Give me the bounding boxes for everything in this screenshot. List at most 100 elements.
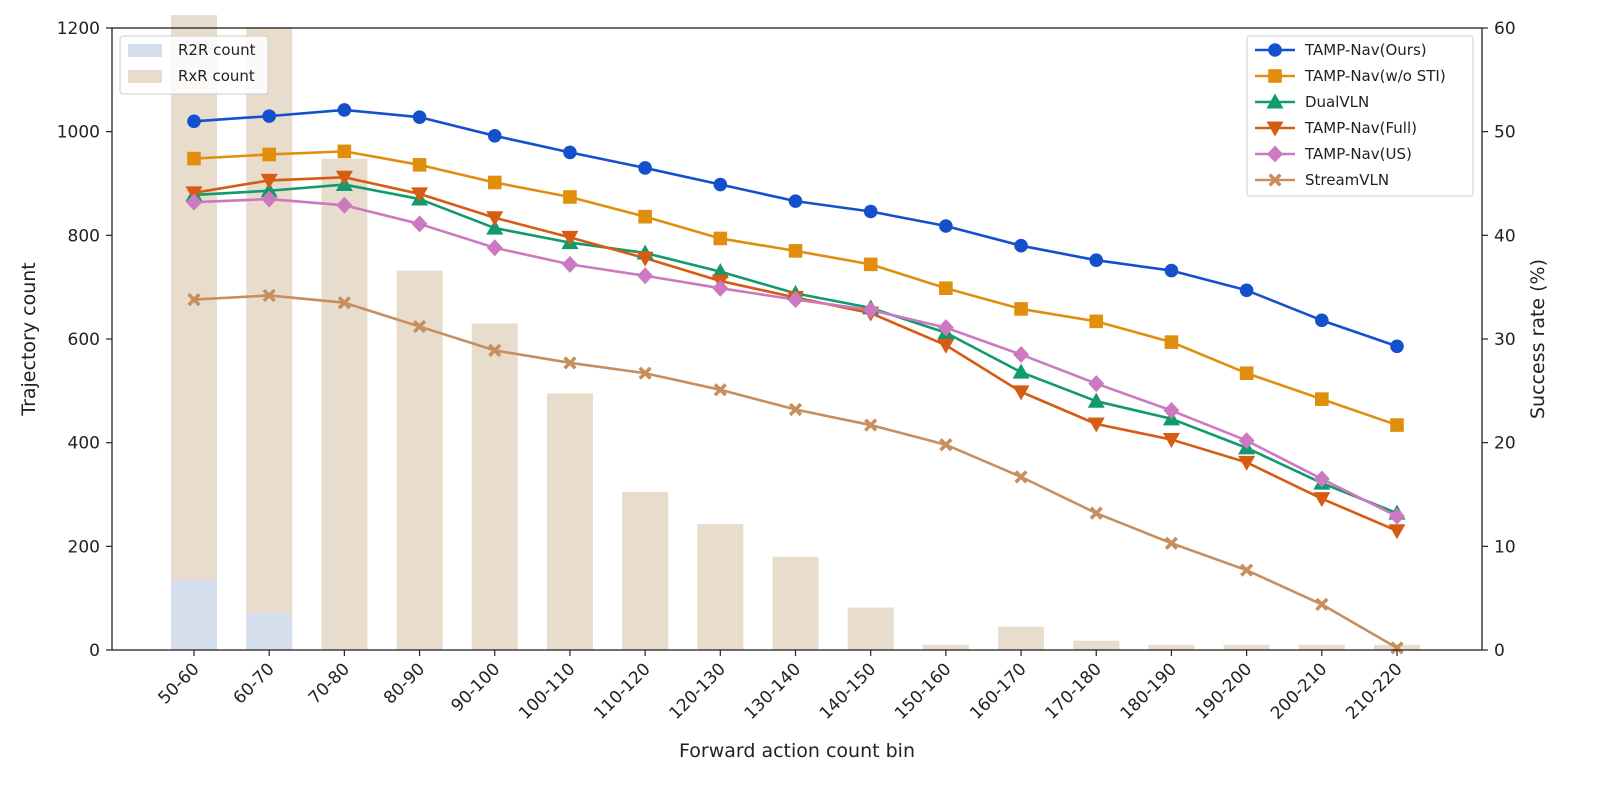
line-legend-marker — [1268, 173, 1282, 187]
point-tamp-nav-ours-70-80 — [337, 103, 352, 117]
bar-rxr-160-170 — [998, 626, 1045, 650]
point-tamp-nav-full-60-70 — [260, 173, 278, 189]
point-streamvln-140-150 — [864, 418, 878, 432]
line-legend-marker — [1267, 145, 1283, 163]
point-tamp-nav-w-o-sti-210-220 — [1390, 418, 1404, 432]
point-tamp-nav-us-80-90 — [411, 215, 428, 233]
line-legend-label: TAMP-Nav(Full) — [1304, 119, 1417, 137]
point-tamp-nav-ours-160-170 — [1014, 238, 1028, 253]
point-tamp-nav-w-o-sti-110-120 — [638, 209, 652, 224]
point-streamvln-200-210 — [1315, 597, 1329, 611]
bar-rxr-80-90 — [396, 270, 443, 650]
y-left-tick-label: 800 — [68, 226, 100, 246]
point-tamp-nav-full-160-170 — [1012, 385, 1030, 401]
bar-rxr-190-200 — [1223, 644, 1270, 650]
point-tamp-nav-us-200-210 — [1313, 470, 1330, 488]
bar-rxr-100-110 — [546, 393, 593, 650]
point-tamp-nav-us-210-220 — [1389, 507, 1405, 525]
point-tamp-nav-ours-200-210 — [1315, 313, 1329, 328]
point-dualvln-60-70 — [260, 182, 278, 198]
point-streamvln-80-90 — [412, 319, 427, 334]
point-dualvln-160-170 — [1012, 363, 1030, 379]
bar-rxr-120-130 — [697, 524, 744, 650]
point-tamp-nav-us-100-110 — [561, 255, 578, 273]
y-left-tick-label: 0 — [89, 641, 100, 661]
line-legend-marker — [1268, 69, 1282, 83]
point-tamp-nav-w-o-sti-70-80 — [337, 144, 352, 159]
point-tamp-nav-w-o-sti-150-160 — [939, 281, 953, 296]
markers-layer — [185, 103, 1406, 655]
x-tick-label: 100-110 — [515, 659, 579, 723]
bar-r2r-50-60 — [171, 580, 217, 650]
point-tamp-nav-w-o-sti-80-90 — [412, 158, 427, 172]
point-tamp-nav-full-180-190 — [1162, 433, 1180, 449]
point-streamvln-150-160 — [939, 438, 953, 452]
point-tamp-nav-full-150-160 — [937, 338, 955, 354]
point-tamp-nav-w-o-sti-50-60 — [187, 151, 201, 166]
point-tamp-nav-ours-140-150 — [863, 204, 878, 219]
point-tamp-nav-full-110-120 — [636, 251, 654, 267]
y-right-tick-label: 60 — [1494, 19, 1516, 39]
line-legend-label: TAMP-Nav(Ours) — [1304, 41, 1427, 59]
y-left-tick-label: 200 — [68, 537, 100, 557]
x-axis-title: Forward action count bin — [679, 740, 915, 762]
x-tick-label: 170-180 — [1041, 659, 1105, 723]
y-right-tick-label: 40 — [1494, 226, 1516, 246]
point-streamvln-130-140 — [788, 402, 803, 417]
point-streamvln-60-70 — [262, 288, 276, 303]
line-legend-box — [1246, 35, 1474, 197]
point-tamp-nav-w-o-sti-170-180 — [1089, 314, 1104, 329]
bar-legend-swatch — [128, 70, 162, 83]
point-tamp-nav-w-o-sti-200-210 — [1315, 392, 1329, 406]
point-tamp-nav-ours-210-220 — [1390, 339, 1404, 354]
point-tamp-nav-us-180-190 — [1163, 402, 1180, 420]
bars-layer — [171, 15, 1420, 650]
line-legend-label: TAMP-Nav(w/o STI) — [1304, 67, 1446, 85]
point-tamp-nav-us-160-170 — [1013, 346, 1030, 364]
point-tamp-nav-w-o-sti-100-110 — [563, 190, 577, 204]
point-streamvln-170-180 — [1089, 506, 1103, 520]
point-tamp-nav-w-o-sti-190-200 — [1239, 366, 1254, 381]
point-dualvln-120-130 — [711, 263, 729, 279]
y-left-tick-label: 1200 — [57, 19, 100, 39]
point-tamp-nav-us-50-60 — [186, 193, 202, 211]
x-tick-label: 80-90 — [380, 659, 429, 708]
line-legend-marker — [1268, 43, 1282, 57]
x-tick-label: 160-170 — [966, 659, 1030, 723]
x-tick-label: 180-190 — [1117, 659, 1181, 723]
point-tamp-nav-w-o-sti-180-190 — [1164, 335, 1179, 349]
point-streamvln-210-220 — [1390, 641, 1404, 655]
line-legend-label: StreamVLN — [1305, 171, 1389, 189]
x-tick-label: 90-100 — [448, 659, 505, 716]
y-right-tick-label: 10 — [1494, 537, 1516, 557]
point-tamp-nav-ours-130-140 — [788, 194, 803, 208]
x-tick-label: 60-70 — [230, 659, 279, 708]
point-tamp-nav-us-70-80 — [336, 196, 353, 214]
point-tamp-nav-full-80-90 — [411, 187, 429, 203]
bar-rxr-70-80 — [321, 158, 368, 650]
x-tick-label: 50-60 — [154, 659, 203, 708]
line-legend-marker — [1266, 93, 1284, 109]
line-legend: TAMP-Nav(Ours) TAMP-Nav(w/o STI) DualVLN TA… — [1246, 35, 1474, 197]
point-streamvln-120-130 — [713, 383, 727, 397]
x-tick-label: 190-200 — [1192, 659, 1256, 723]
point-tamp-nav-us-190-200 — [1238, 432, 1255, 450]
bar-rxr-130-140 — [772, 556, 819, 650]
line-legend-label: TAMP-Nav(US) — [1304, 145, 1412, 163]
bar-rxr-110-120 — [622, 491, 669, 650]
y-right-tick-label: 50 — [1494, 123, 1516, 143]
point-tamp-nav-full-90-100 — [486, 211, 504, 227]
bar-legend-label: RxR count — [178, 67, 255, 85]
y-right-tick-label: 0 — [1494, 641, 1505, 661]
point-tamp-nav-ours-80-90 — [412, 110, 427, 124]
point-tamp-nav-ours-100-110 — [563, 145, 577, 160]
point-tamp-nav-full-200-210 — [1313, 492, 1331, 508]
point-streamvln-50-60 — [187, 293, 201, 307]
point-streamvln-100-110 — [563, 356, 577, 370]
point-tamp-nav-ours-110-120 — [638, 161, 652, 175]
bar-rxr-170-180 — [1073, 640, 1120, 650]
y-axis-right-title: Success rate (%) — [1527, 259, 1549, 419]
point-tamp-nav-w-o-sti-140-150 — [863, 257, 878, 272]
point-tamp-nav-ours-90-100 — [487, 129, 502, 143]
